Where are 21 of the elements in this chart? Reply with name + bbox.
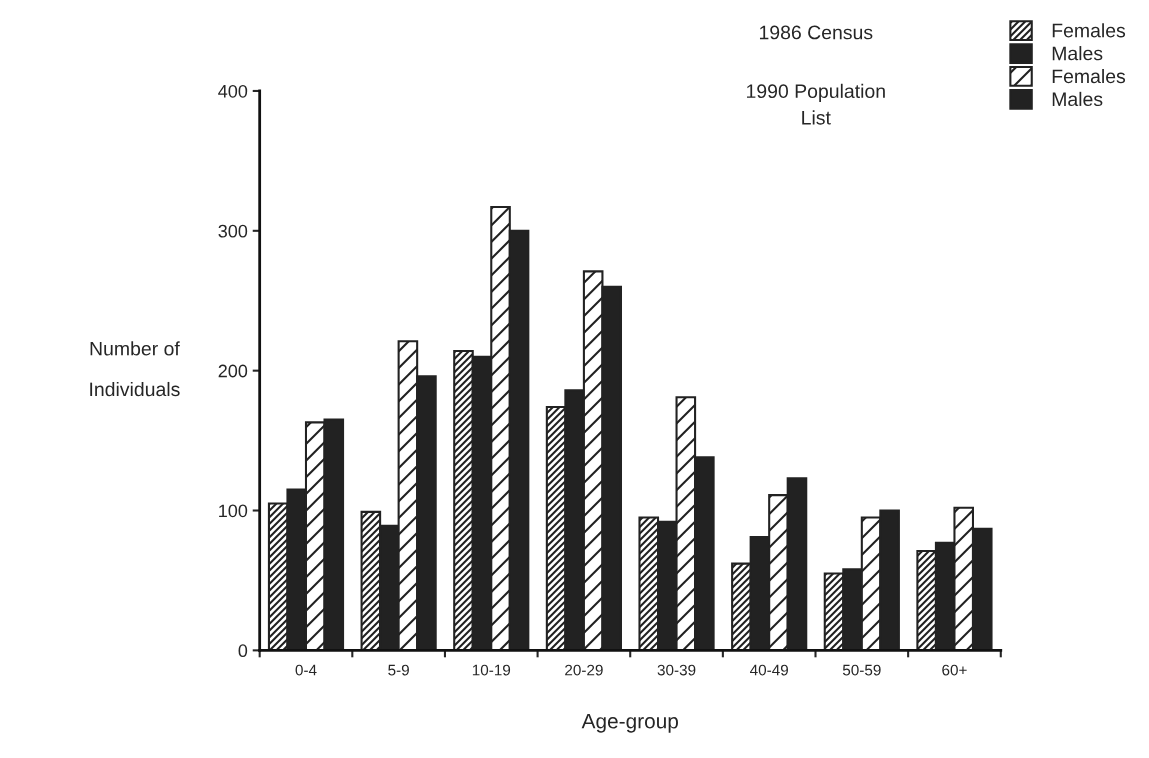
legend-label: Females — [1052, 68, 1126, 84]
legend-label: Males — [1052, 91, 1103, 107]
x-tick-label: 10-19 — [472, 664, 511, 676]
y-tick-label: 100 — [219, 504, 248, 518]
x-tick-label: 50-59 — [842, 664, 881, 676]
x-tick-label: 20-29 — [565, 664, 603, 676]
legend-label: Males — [1052, 46, 1103, 61]
text: Number of Individuals — [90, 341, 180, 397]
annotation: 1990 Population List — [747, 83, 885, 125]
x-tick-label: 0-4 — [295, 664, 317, 676]
legend-label: Females — [1052, 23, 1126, 38]
y-tick-label: 200 — [218, 364, 248, 378]
y-tick-label: 300 — [218, 224, 248, 238]
x-tick-label: 30-39 — [657, 664, 696, 676]
x-tick-label: 40-49 — [750, 664, 788, 676]
x-axis-title: Age-group — [581, 713, 678, 733]
y-tick-label: 400 — [218, 84, 248, 98]
x-tick-label: 60+ — [942, 664, 967, 676]
text: 1986 Census — [759, 25, 873, 40]
x-tick-label: 5-9 — [388, 664, 409, 676]
y-tick-label: 0 — [238, 644, 248, 658]
